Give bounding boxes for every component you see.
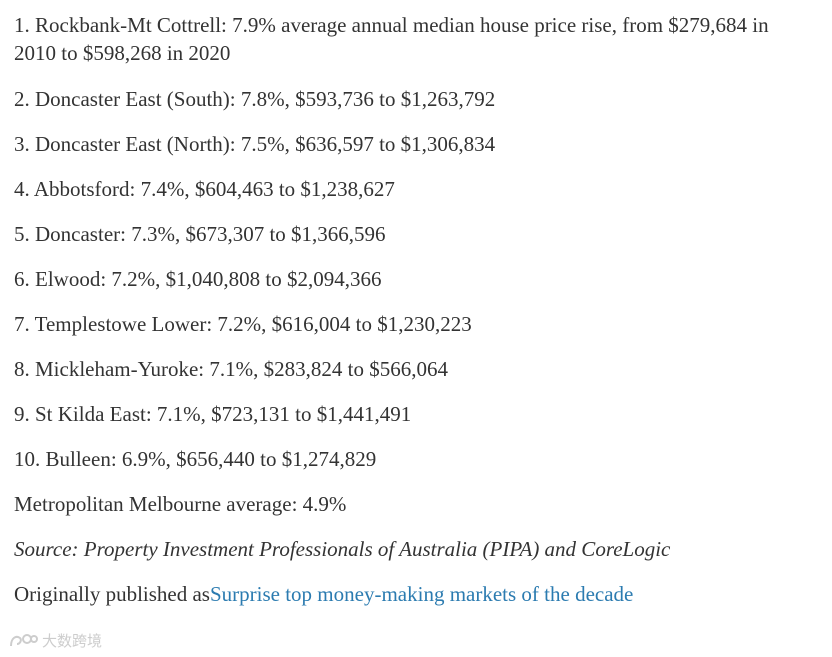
list-item-6: 6. Elwood: 7.2%, $1,040,808 to $2,094,36… [14,267,382,291]
list-item-2: 2. Doncaster East (South): 7.8%, $593,73… [14,87,496,111]
list-item-4: 4. Abbotsford: 7.4%, $604,463 to $1,238,… [14,177,395,201]
watermark-logo-icon [8,632,38,650]
published-line: Originally published asSurprise top mone… [14,580,814,608]
list-item-9: 9. St Kilda East: 7.1%, $723,131 to $1,4… [14,402,412,426]
list-item-1: 1. Rockbank-Mt Cottrell: 7.9% average an… [14,13,769,65]
published-prefix: Originally published as [14,582,210,606]
list-item-3: 3. Doncaster East (North): 7.5%, $636,59… [14,132,496,156]
watermark: 大数跨境 [8,630,102,651]
list-item-8: 8. Mickleham-Yuroke: 7.1%, $283,824 to $… [14,357,448,381]
list-item-7: 7. Templestowe Lower: 7.2%, $616,004 to … [14,312,472,336]
article-link[interactable]: Surprise top money-making markets of the… [209,582,634,606]
list-item-5: 5. Doncaster: 7.3%, $673,307 to $1,366,5… [14,222,386,246]
article-body: 1. Rockbank-Mt Cottrell: 7.9% average an… [14,11,814,625]
list-item-10: 10. Bulleen: 6.9%, $656,440 to $1,274,82… [14,447,377,471]
metro-average: Metropolitan Melbourne average: 4.9% [14,492,347,516]
watermark-text: 大数跨境 [42,632,103,650]
source-citation: Source: Property Investment Professional… [14,537,671,561]
